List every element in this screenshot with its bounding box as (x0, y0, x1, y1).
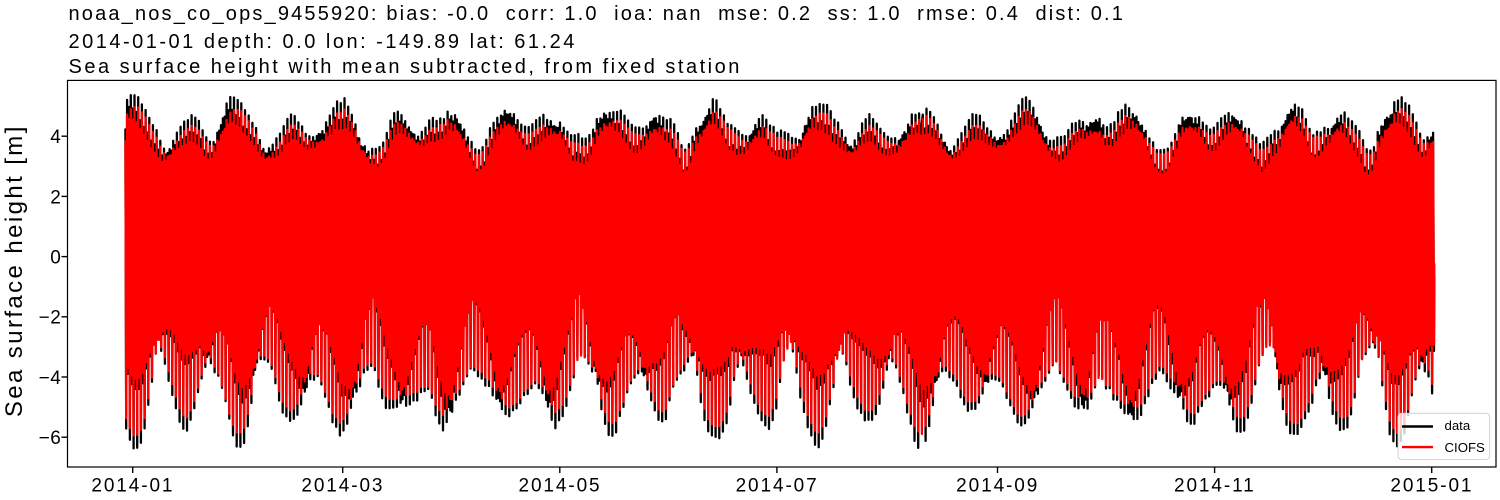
svg-text:−6: −6 (39, 428, 62, 449)
svg-text:−4: −4 (39, 368, 62, 389)
svg-text:2015-01: 2015-01 (1390, 476, 1473, 497)
svg-text:Sea surface height with mean s: Sea surface height with mean subtracted,… (69, 56, 742, 78)
svg-text:data: data (1445, 418, 1471, 433)
svg-text:4: 4 (50, 127, 61, 148)
svg-text:Sea surface height [m]: Sea surface height [m] (1, 124, 28, 417)
svg-text:noaa_nos_co_ops_9455920: bias:: noaa_nos_co_ops_9455920: bias: -0.0 corr… (69, 3, 1126, 25)
svg-text:0: 0 (50, 248, 61, 269)
svg-text:2014-11: 2014-11 (1174, 476, 1256, 497)
svg-text:2014-05: 2014-05 (518, 476, 601, 497)
svg-text:2014-01-01 depth: 0.0 lon: -14: 2014-01-01 depth: 0.0 lon: -149.89 lat: … (69, 31, 577, 53)
svg-text:−2: −2 (39, 308, 62, 329)
svg-text:2014-03: 2014-03 (301, 476, 384, 497)
svg-text:2014-09: 2014-09 (956, 476, 1039, 497)
svg-text:2: 2 (50, 187, 61, 208)
svg-text:2014-01: 2014-01 (91, 476, 174, 497)
svg-text:2014-07: 2014-07 (736, 476, 819, 497)
svg-text:CIOFS: CIOFS (1445, 440, 1486, 455)
